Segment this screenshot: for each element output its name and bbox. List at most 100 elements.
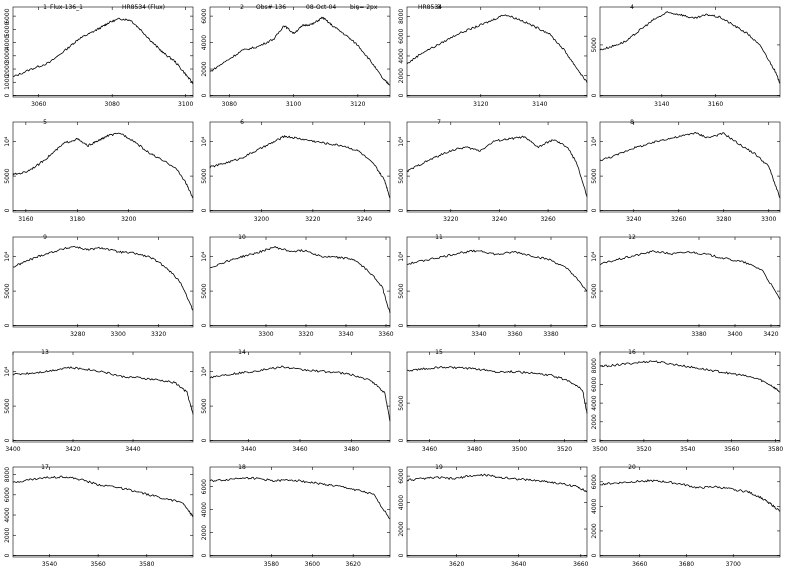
panel-frame: [209, 236, 391, 328]
panel1-title: Flux-136_1: [50, 4, 83, 11]
y-tick-label: 10⁴: [398, 136, 405, 147]
panel-number: 17: [41, 464, 49, 471]
y-tick-label: 5000: [201, 283, 208, 298]
spectrum-line: [12, 246, 194, 311]
x-tick-label: 3560: [90, 561, 105, 568]
panel-number: 6: [240, 119, 244, 126]
x-tick-label: 3660: [573, 561, 588, 568]
spectrum-panel: 3240 3260 3280 3300 0 5000 10⁴ 8: [591, 119, 781, 223]
y-tick-label: 4000: [398, 495, 405, 510]
x-tick-label: 3620: [346, 561, 361, 568]
spectrum-line: [210, 245, 391, 314]
spectrum-line: [406, 473, 588, 493]
spectrum-panel: 3160 3180 3200 0 5000 10⁴ 5: [4, 119, 194, 223]
x-tick-label: 3180: [70, 216, 85, 223]
x-tick-label: 3280: [70, 331, 85, 338]
x-tick-label: 3080: [222, 101, 237, 108]
x-tick-label: 3340: [338, 331, 353, 338]
x-tick-label: 3420: [65, 446, 80, 453]
panel-frame: [599, 351, 781, 443]
y-tick-label: 0: [398, 438, 405, 442]
x-tick-label: 3140: [654, 101, 669, 108]
spectrum-line: [599, 11, 781, 84]
x-tick-label: 3120: [350, 101, 365, 108]
spectrum-panel: 3540 3560 3580 0 2000 4000 6000 8000 17: [4, 464, 194, 568]
spectrum-panel: 3460 3480 3500 3520 0 5000 15: [398, 349, 588, 453]
y-tick-label: 10⁴: [201, 366, 208, 377]
x-tick-label: 3440: [241, 446, 256, 453]
y-tick-label: 5000: [4, 22, 11, 37]
y-tick-label: 5000: [201, 168, 208, 183]
x-tick-label: 3500: [512, 446, 527, 453]
y-tick-label: 5000: [398, 168, 405, 183]
header-obs: Obs# 136: [256, 4, 286, 11]
x-tick-label: 3560: [724, 446, 739, 453]
x-tick-label: 3360: [507, 331, 522, 338]
y-tick-label: 0: [591, 323, 598, 327]
y-tick-label: 2000: [591, 414, 598, 429]
x-tick-label: 3460: [292, 446, 307, 453]
panel-number: 7: [437, 119, 441, 126]
x-tick-label: 3220: [305, 216, 320, 223]
y-tick-label: 0: [398, 553, 405, 557]
spectrum-line: [599, 360, 781, 393]
panel3-title: HR8534: [418, 4, 442, 11]
y-tick-label: 0: [201, 93, 208, 97]
y-tick-label: 6000: [398, 28, 405, 43]
y-tick-label: 4000: [4, 507, 11, 522]
y-tick-label: 6000: [591, 377, 598, 392]
y-tick-label: 0: [4, 323, 11, 327]
y-tick-label: 5000: [4, 168, 11, 183]
x-tick-label: 3080: [105, 101, 120, 108]
panel-number: 14: [238, 349, 246, 356]
y-tick-label: 2000: [591, 523, 598, 538]
spectrum-panel: 3660 3680 3700 0 2000 4000 6000 20: [591, 464, 781, 568]
x-tick-label: 3140: [532, 101, 547, 108]
x-tick-label: 3200: [254, 216, 269, 223]
x-tick-label: 3520: [636, 446, 651, 453]
y-tick-label: 0: [201, 323, 208, 327]
x-tick-label: 3580: [264, 561, 279, 568]
x-tick-label: 3300: [761, 216, 776, 223]
x-tick-label: 3540: [680, 446, 695, 453]
spectrum-line: [599, 131, 781, 199]
y-tick-label: 6000: [201, 8, 208, 23]
panel-frame: [209, 351, 391, 443]
panel-number: 4: [630, 4, 634, 11]
panel-frame: [599, 466, 781, 558]
spectrum-panel: 3120 3140 0 2000 4000 6000 8000 3: [398, 4, 588, 108]
panels: 3060 3080 31000100020003000400050006000130…: [4, 4, 783, 568]
y-tick-label: 2000: [4, 527, 11, 542]
y-tick-label: 5000: [591, 168, 598, 183]
x-tick-label: 3220: [443, 216, 458, 223]
x-tick-label: 3400: [5, 446, 20, 453]
panel-number: 16: [628, 349, 636, 356]
spectrum-panel: 3280 3300 3320 0 5000 10⁴ 9: [4, 234, 194, 338]
x-tick-label: 3240: [492, 216, 507, 223]
x-tick-label: 3380: [543, 331, 558, 338]
header-date: 08-Oct-04: [306, 4, 336, 11]
spectrum-line: [406, 249, 588, 292]
spectrum-line: [406, 14, 588, 83]
spectrum-panel: 3140 3160 0 5000 4: [591, 4, 781, 108]
panel-number: 13: [41, 349, 49, 356]
y-tick-label: 2000: [201, 61, 208, 76]
y-tick-label: 5000: [591, 283, 598, 298]
y-tick-label: 0: [398, 323, 405, 327]
spectrum-panel: 3340 3360 3380 0 5000 10⁴ 11: [398, 234, 588, 338]
y-tick-label: 6000: [398, 468, 405, 483]
spectrum-panel: 3440 3460 3480 0 5000 10⁴ 14: [201, 349, 391, 453]
y-tick-label: 5000: [398, 395, 405, 410]
y-tick-label: 2000: [201, 525, 208, 540]
panel-number: 19: [435, 464, 443, 471]
x-tick-label: 3540: [42, 561, 57, 568]
panel-number: 12: [628, 234, 636, 241]
spectrum-line: [209, 476, 391, 520]
y-tick-label: 0: [591, 93, 598, 97]
panel-number: 1: [43, 4, 47, 11]
y-tick-label: 4000: [201, 502, 208, 517]
panel-frame: [209, 6, 391, 98]
x-tick-label: 3200: [121, 216, 136, 223]
panel-number: 8: [630, 119, 634, 126]
